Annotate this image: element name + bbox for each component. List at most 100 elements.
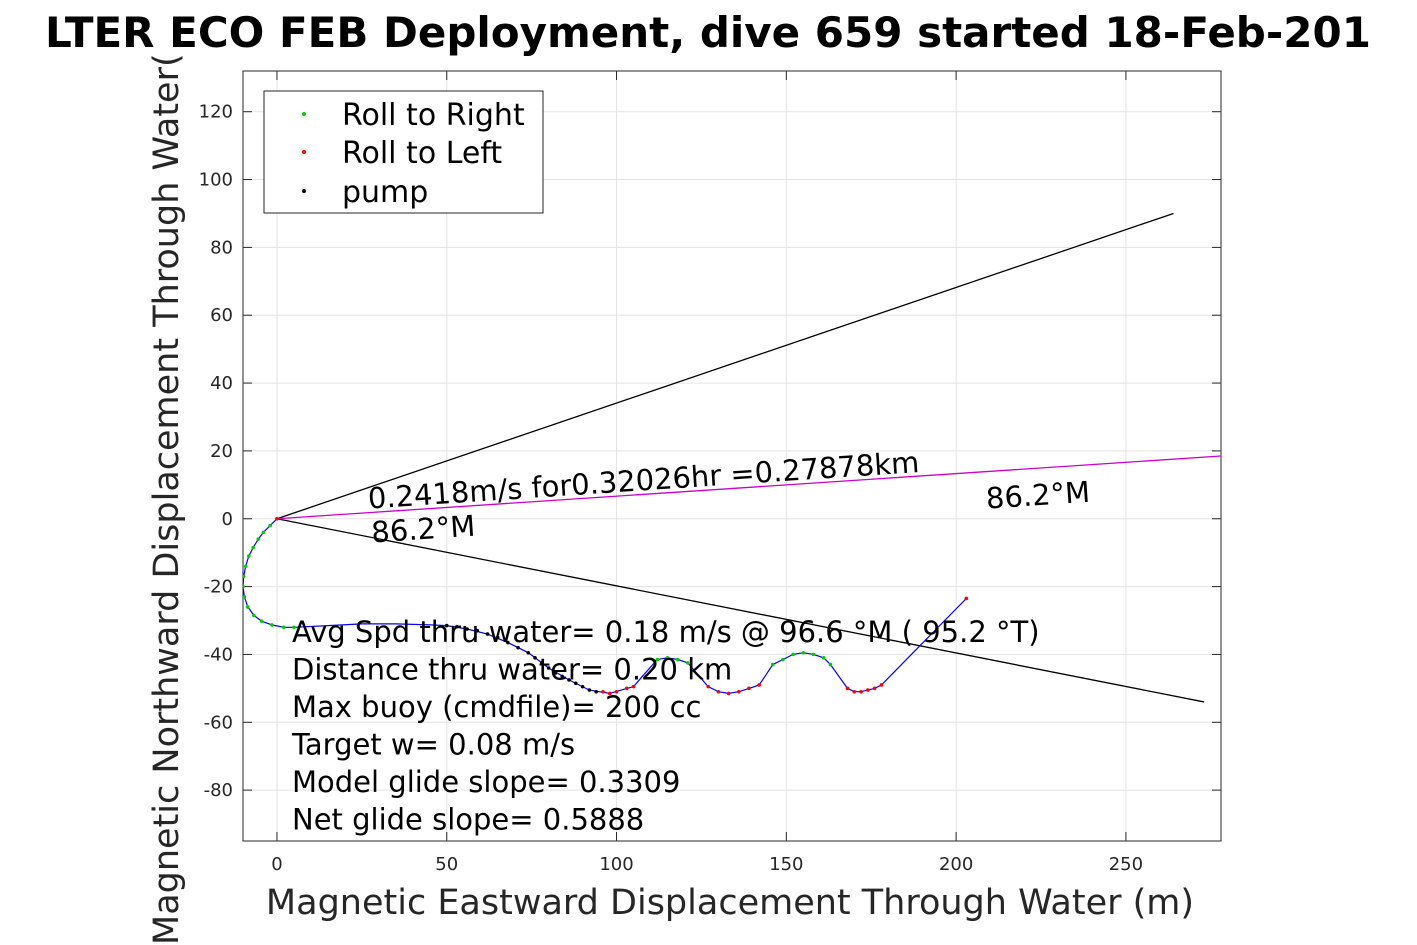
y-tick-label: -40 <box>204 644 233 665</box>
point-roll-to-right <box>821 656 826 660</box>
stat-line: Max buoy (cmdfile)= 200 cc <box>292 690 701 724</box>
point-roll-to-left <box>866 688 870 692</box>
x-tick-label: 200 <box>939 854 973 875</box>
point-pump <box>533 656 537 660</box>
legend-marker-roll-right <box>302 112 306 116</box>
point-roll-to-right <box>259 619 264 623</box>
point-roll-to-right <box>268 523 272 528</box>
x-tick-label: 250 <box>1109 854 1143 875</box>
point-pump <box>573 681 578 686</box>
point-roll-to-right <box>261 530 266 535</box>
reference-line <box>276 455 1221 520</box>
point-pump <box>465 627 469 631</box>
point-pump <box>475 628 480 633</box>
annotation-label: 86.2°M <box>370 509 476 550</box>
point-roll-to-right <box>252 613 256 618</box>
point-roll-to-left <box>631 684 636 689</box>
point-roll-to-right <box>791 652 795 657</box>
point-roll-to-left <box>845 686 850 691</box>
y-tick-label: -20 <box>204 577 233 598</box>
legend: Roll to Right Roll to Left pump <box>263 90 544 214</box>
point-roll-to-left <box>275 516 279 521</box>
stat-line: Model glide slope= 0.3309 <box>292 765 680 799</box>
point-roll-to-right <box>246 554 251 558</box>
y-axis-label: Magnetic Northward Displacement Through … <box>147 53 187 945</box>
y-tick-label: 20 <box>210 441 233 462</box>
point-roll-to-right <box>770 662 775 667</box>
legend-label-roll-right: Roll to Right <box>342 98 525 133</box>
reference-line <box>276 212 1174 520</box>
point-roll-to-right <box>270 623 274 627</box>
point-roll-to-left <box>736 689 741 694</box>
point-pump <box>546 666 551 670</box>
point-roll-to-right <box>801 650 806 655</box>
point-roll-to-right <box>243 594 247 599</box>
axis-ticks: 0 50 100 150 200 250 -80 -60 -40 -20 0 20 40 60 80 100 1… <box>199 71 1221 875</box>
legend-label-pump: pump <box>342 175 428 210</box>
y-tick-label: -80 <box>204 780 233 801</box>
point-pump <box>540 661 544 665</box>
grid <box>243 71 1221 841</box>
point-roll-to-left <box>879 683 884 687</box>
point-pump <box>495 635 500 640</box>
point-pump <box>455 624 459 629</box>
point-roll-to-right <box>781 657 785 662</box>
point-roll-to-right <box>811 652 816 657</box>
legend-label-roll-left: Roll to Left <box>342 136 502 171</box>
point-pump <box>506 640 510 645</box>
y-tick-label: 80 <box>210 237 233 258</box>
data-layer <box>243 212 1221 703</box>
x-tick-label: 0 <box>271 854 282 875</box>
point-pump <box>594 689 598 694</box>
legend-marker-roll-left <box>302 150 306 154</box>
x-axis-label: Magnetic Eastward Displacement Through W… <box>266 883 1194 923</box>
point-roll-to-left <box>757 683 761 687</box>
point-pump <box>560 674 565 679</box>
point-roll-to-left <box>964 596 969 601</box>
point-roll-to-left <box>859 689 863 694</box>
point-roll-to-right <box>243 584 245 589</box>
legend-marker-pump <box>302 189 306 193</box>
stat-line: Avg Spd thru water= 0.18 m/s @ 96.6 °M (… <box>292 615 1040 649</box>
point-pump <box>485 632 490 636</box>
point-roll-to-left <box>614 689 619 694</box>
point-roll-to-right <box>292 625 296 630</box>
point-roll-to-left <box>872 686 877 691</box>
point-pump <box>553 671 558 675</box>
point-roll-to-left <box>624 686 629 691</box>
point-roll-to-right <box>675 657 680 662</box>
stats-block: Avg Spd thru water= 0.18 m/s @ 96.6 °M (… <box>291 615 1040 837</box>
chart-title: LTER ECO FEB Deployment, dive 659 starte… <box>45 8 1371 57</box>
legend-box <box>263 90 544 214</box>
point-roll-to-left <box>852 689 857 694</box>
point-pump <box>516 645 520 650</box>
point-roll-to-right <box>665 656 670 660</box>
annotation-label: 86.2°M <box>985 475 1091 516</box>
point-roll-to-left <box>716 689 721 694</box>
point-roll-to-right <box>243 564 248 569</box>
point-pump <box>580 684 585 689</box>
point-roll-to-left <box>726 691 731 696</box>
point-pump <box>587 688 592 692</box>
point-roll-to-right <box>828 662 833 667</box>
point-roll-to-right <box>281 625 286 630</box>
x-tick-label: 150 <box>769 854 803 875</box>
point-pump <box>567 678 571 682</box>
point-roll-to-left <box>706 684 711 689</box>
point-roll-to-right <box>251 545 255 550</box>
y-tick-label: 60 <box>210 305 233 326</box>
point-roll-to-right <box>245 605 250 609</box>
point-roll-to-left <box>607 691 612 696</box>
x-tick-label: 100 <box>599 854 633 875</box>
x-tick-label: 50 <box>435 854 458 875</box>
point-pump <box>526 650 531 655</box>
point-roll-to-left <box>747 686 751 691</box>
stat-line: Distance thru water= 0.20 km <box>292 653 732 687</box>
point-roll-to-right <box>243 574 246 579</box>
point-roll-to-left <box>601 689 605 694</box>
stat-line: Target w= 0.08 m/s <box>291 728 575 762</box>
stat-line: Net glide slope= 0.5888 <box>292 803 644 837</box>
point-roll-to-right <box>686 661 690 665</box>
point-roll-to-right <box>655 657 660 662</box>
y-tick-label: -60 <box>204 712 233 733</box>
